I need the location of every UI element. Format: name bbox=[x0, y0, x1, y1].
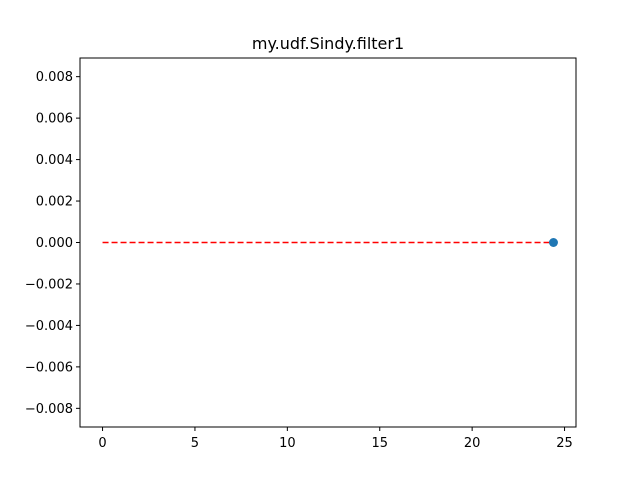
y-tick-label: 0.008 bbox=[36, 70, 73, 85]
y-tick-label: −0.002 bbox=[25, 277, 73, 292]
x-tick-label: 0 bbox=[98, 436, 106, 451]
y-tick-label: 0.004 bbox=[36, 153, 73, 168]
y-tick-label: 0.002 bbox=[36, 195, 73, 210]
y-tick-label: −0.008 bbox=[25, 402, 73, 417]
y-axis: 0.008 0.006 0.004 0.002 0.000 −0.002 −0.004 −0.… bbox=[25, 70, 80, 417]
x-tick-label: 25 bbox=[556, 436, 573, 451]
plot-area bbox=[102, 238, 558, 247]
y-tick-label: −0.004 bbox=[25, 319, 73, 334]
x-tick-label: 5 bbox=[191, 436, 199, 451]
x-tick-label: 15 bbox=[371, 436, 388, 451]
y-tick-label: −0.006 bbox=[25, 360, 73, 375]
scatter-point bbox=[548, 238, 558, 247]
chart-title: my.udf.Sindy.filter1 bbox=[252, 34, 404, 53]
x-tick-label: 20 bbox=[464, 436, 481, 451]
x-tick-label: 10 bbox=[279, 436, 296, 451]
y-tick-label: 0.006 bbox=[36, 112, 73, 127]
y-tick-label: 0.000 bbox=[36, 236, 73, 251]
x-axis: 0 5 10 15 20 25 bbox=[98, 427, 573, 451]
